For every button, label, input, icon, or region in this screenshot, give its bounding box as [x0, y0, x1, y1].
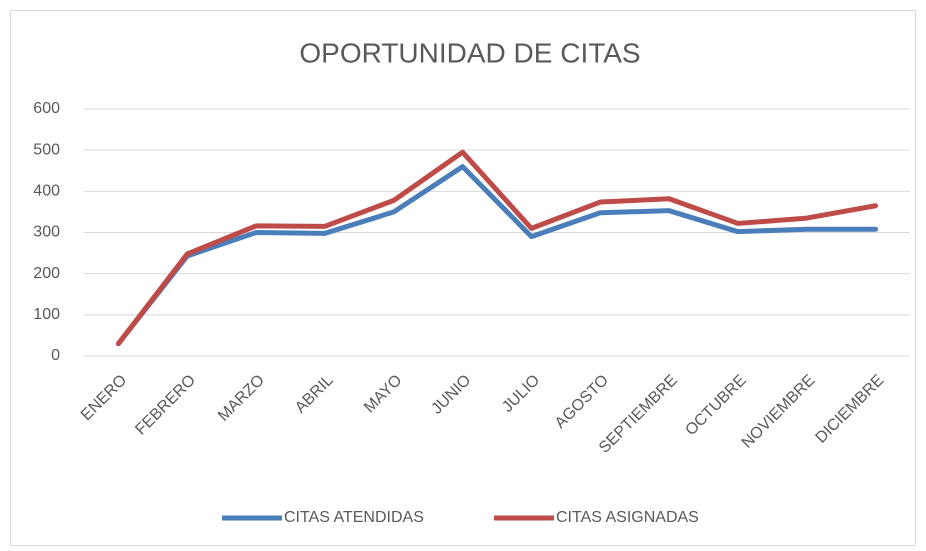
legend-label: CITAS ASIGNADAS [556, 509, 699, 526]
y-tick-label: 0 [51, 347, 60, 364]
y-tick-label: 200 [33, 265, 60, 282]
y-tick-label: 300 [33, 224, 60, 241]
series-line [115, 164, 879, 347]
chart-border [10, 10, 916, 546]
y-tick-label: 600 [33, 100, 60, 117]
series-line [115, 149, 879, 347]
chart-title: OPORTUNIDAD DE CITAS [299, 37, 640, 68]
legend-label: CITAS ATENDIDAS [284, 509, 424, 526]
y-tick-label: 400 [33, 183, 60, 200]
y-tick-label: 500 [33, 141, 60, 158]
y-tick-label: 100 [33, 306, 60, 323]
